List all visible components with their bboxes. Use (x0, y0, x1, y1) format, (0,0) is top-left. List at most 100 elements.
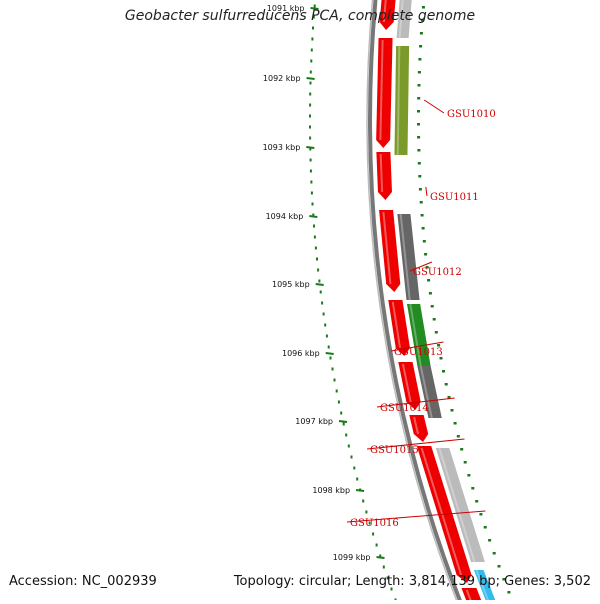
inner-dot (422, 240, 426, 243)
label-leader-lines (346, 99, 486, 523)
cds-arrow[interactable] (398, 362, 421, 410)
ruler-dot (362, 499, 365, 503)
inner-dot (444, 383, 448, 386)
inner-dot (424, 253, 428, 256)
cds-arrow[interactable] (379, 0, 397, 30)
cds-arrow[interactable] (376, 38, 393, 148)
inner-dot (453, 422, 457, 425)
ruler-dot (350, 455, 353, 459)
inner-dot (488, 539, 492, 542)
genes-count-label: Genes: (504, 574, 550, 589)
ruler-dot (327, 345, 330, 349)
gene-label-gsu1016[interactable]: GSU1016 (350, 518, 399, 529)
ruler-dot (375, 543, 378, 547)
ruler-dot (347, 444, 350, 448)
ruler-dot (309, 169, 312, 173)
inner-dot (421, 227, 425, 230)
inner-dot (502, 578, 506, 581)
inner-dot (421, 6, 425, 9)
gene-feature-gsu1014[interactable] (417, 365, 442, 419)
gene-label-gsu1015[interactable]: GSU1015 (370, 445, 419, 456)
ruler-dot (368, 521, 371, 525)
cds-arrow[interactable] (376, 152, 392, 200)
gene-feature-gsu1013[interactable] (407, 303, 431, 367)
gene-label-gsu1012[interactable]: GSU1012 (413, 267, 462, 278)
inner-dot (479, 513, 483, 516)
ruler-dot (329, 356, 332, 360)
inner-dot (418, 58, 422, 61)
inner-dot (471, 487, 475, 490)
inner-dot (428, 292, 432, 295)
ruler-dot (337, 400, 340, 404)
leader-line (423, 99, 445, 114)
ruler-dot (314, 246, 317, 250)
inner-dot (497, 565, 501, 568)
cds-arrow[interactable] (379, 210, 401, 292)
genome-backbone (366, 0, 464, 604)
ruler-tick-label: 1096 kbp (282, 349, 320, 358)
ruler-tick (338, 420, 348, 423)
ruler-dot (313, 224, 315, 228)
cds-arrow[interactable] (388, 300, 410, 356)
ruler-dot (325, 334, 328, 338)
ruler-dot (318, 279, 321, 283)
inner-dot (439, 357, 443, 360)
gene-label-gsu1010[interactable]: GSU1010 (447, 109, 496, 120)
gene-labels[interactable]: GSU1010 GSU1011 GSU1012 GSU1013 GSU1014 GSU10… (350, 109, 496, 529)
inner-dot (418, 188, 422, 191)
ruler-dot (333, 378, 336, 382)
topology-value: circular (298, 574, 347, 589)
feature-box[interactable] (396, 0, 413, 39)
inner-dot (417, 84, 421, 87)
ruler-dot (382, 565, 385, 569)
ruler-dot (310, 48, 313, 52)
ruler-dot (317, 268, 320, 272)
ruler-dot (312, 15, 315, 19)
ruler-dot (313, 235, 316, 239)
ruler-tick (310, 7, 319, 10)
ruler-dot (335, 389, 338, 393)
inner-dot (437, 344, 441, 347)
inner-dot (483, 526, 487, 529)
cds-arrow[interactable] (409, 415, 429, 442)
gene-feature-gsu1010[interactable] (394, 45, 410, 156)
inner-dot (467, 474, 471, 477)
ruler-dot (310, 191, 313, 195)
inner-dot (417, 97, 421, 100)
ruler-dot (309, 103, 312, 107)
ruler-dot (311, 37, 314, 41)
gene-label-gsu1014[interactable]: GSU1014 (380, 403, 429, 414)
ruler-dot (322, 312, 325, 316)
ruler-dots (309, 4, 511, 602)
inner-dot (460, 448, 464, 451)
gene-feature-gsu1012[interactable] (397, 213, 420, 301)
inner-dot (418, 175, 422, 178)
gene-feature-gsu1016[interactable] (435, 447, 485, 563)
cds-arrow[interactable] (461, 588, 482, 604)
inner-dot (442, 370, 445, 373)
length-value: 3,814,139 bp (408, 574, 496, 589)
ruler-ticks: 1091 kbp 1092 kbp 1093 kbp 1094 kbp 1095 kbp… (263, 4, 385, 562)
gene-features[interactable] (376, 0, 499, 604)
gene-label-gsu1013[interactable]: GSU1013 (394, 347, 443, 358)
accession-value: NC_002939 (81, 574, 157, 589)
ruler-dot (356, 477, 359, 481)
ruler-dot (309, 147, 312, 151)
ruler-dot (312, 26, 314, 30)
accession-label: Accession: (9, 574, 78, 589)
gene-label-gsu1011[interactable]: GSU1011 (430, 192, 479, 203)
inner-dot (417, 123, 420, 126)
ruler-dot (365, 510, 368, 514)
inner-dot (417, 149, 421, 152)
inner-dot (419, 201, 423, 204)
leader-line (409, 261, 433, 272)
genome-title: Geobacter sulfurreducens PCA, complete g… (124, 8, 476, 24)
ruler-dot (309, 70, 312, 74)
ruler-dot (309, 92, 312, 96)
ruler-dot (310, 180, 313, 184)
inner-dot (432, 318, 436, 321)
backbone-line (368, 0, 464, 604)
inner-dot (419, 32, 423, 35)
